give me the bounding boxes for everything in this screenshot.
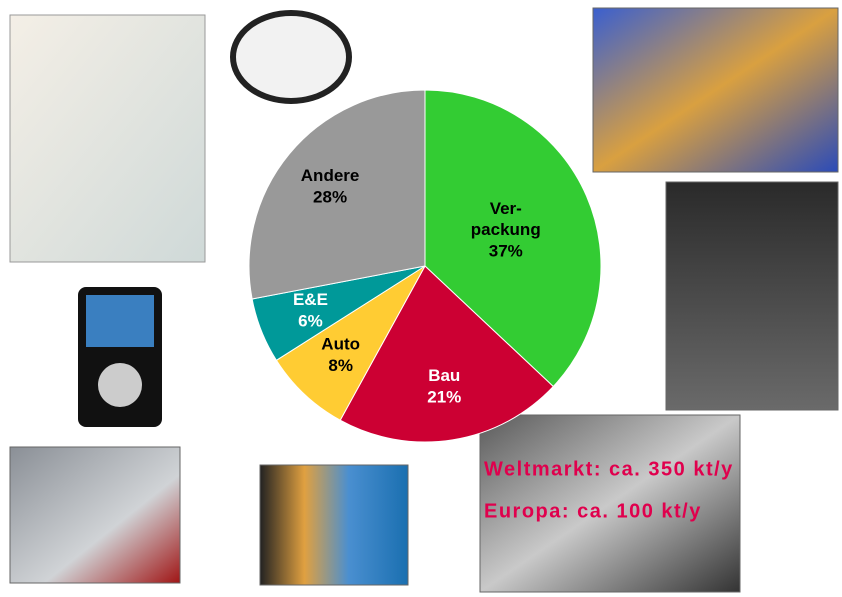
category-line: Bau — [428, 367, 460, 386]
slice-category: Auto — [321, 335, 360, 354]
slice-category: Ver-packung — [471, 200, 541, 240]
pie-slice — [275, 265, 426, 421]
pie-slice — [339, 265, 555, 443]
pie: Ver-packung 37% Bau 21% Auto 8% E&E 6% Andere 28% — [248, 89, 602, 443]
photo-sheet — [479, 414, 741, 593]
photos — [9, 7, 839, 593]
annotation: Weltmarkt: ca. 350 kt/y — [484, 458, 734, 480]
slice-value: 28% — [313, 187, 347, 206]
slice-value: 8% — [328, 356, 353, 375]
annotation: Europa: ca. 100 kt/y — [484, 500, 702, 522]
photo-iv-bag — [9, 14, 206, 263]
slice-value: 21% — [427, 388, 461, 407]
pie-slice — [424, 89, 602, 388]
slice-category: E&E — [293, 290, 328, 309]
slice-category: Bau — [428, 367, 460, 386]
slice-category: Andere — [301, 166, 360, 185]
slice-value: 6% — [298, 311, 323, 330]
category-line: E&E — [293, 290, 328, 309]
photo-car — [9, 446, 181, 584]
category-line: packung — [471, 221, 541, 240]
photo-tubes — [259, 464, 409, 586]
photo-packaging — [592, 7, 839, 173]
pie-slice — [248, 89, 426, 300]
player-screen — [86, 295, 154, 347]
photo-woman — [665, 181, 839, 411]
slice-value: 37% — [489, 242, 523, 261]
category-line: Andere — [301, 166, 360, 185]
player-wheel — [98, 363, 142, 407]
category-line: Ver- — [490, 200, 522, 219]
category-line: Auto — [321, 335, 360, 354]
photo-ball — [230, 10, 352, 104]
